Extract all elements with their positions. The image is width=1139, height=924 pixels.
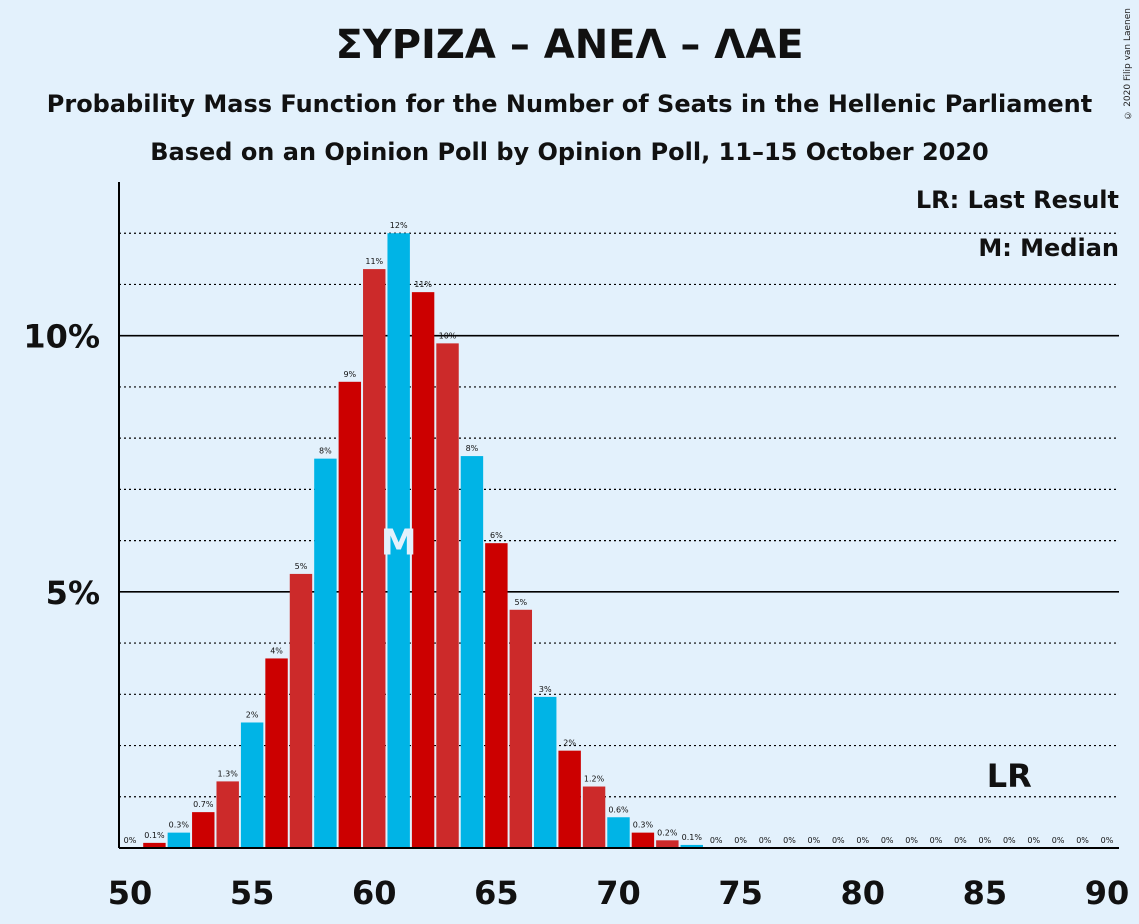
bar-label-64: 8% <box>466 444 479 453</box>
bar-label-58: 8% <box>319 447 332 456</box>
bar-65 <box>485 543 508 848</box>
bar-label-53: 0.7% <box>193 800 214 809</box>
bar-68 <box>558 750 581 848</box>
bar-label-66: 5% <box>514 598 527 607</box>
bar-label-55: 2% <box>246 710 259 719</box>
x-tick-label: 80 <box>840 874 885 912</box>
bar-label-56: 4% <box>270 646 283 655</box>
bar-59 <box>338 381 362 848</box>
median-marker: M <box>381 523 417 564</box>
bar-66 <box>509 609 533 848</box>
bar-72 <box>656 840 679 848</box>
y-tick-label: 10% <box>23 318 100 356</box>
bar-56 <box>265 658 288 848</box>
bar-55 <box>240 722 264 848</box>
bar-label-74: 0% <box>710 836 723 845</box>
bar-label-80: 0% <box>856 836 869 845</box>
bar-67 <box>534 696 557 848</box>
legend-median: M: Median <box>978 234 1119 262</box>
bar-label-82: 0% <box>905 836 918 845</box>
bar-label-65: 6% <box>490 531 503 540</box>
x-tick-label: 85 <box>963 874 1008 912</box>
chart-title: ΣΥΡΙΖΑ – ΑΝΕΛ – ΛΑΕ <box>335 22 804 68</box>
bar-70 <box>607 817 630 848</box>
legend-last-result: LR: Last Result <box>915 186 1119 214</box>
bar-label-87: 0% <box>1027 836 1040 845</box>
bar-label-86: 0% <box>1003 836 1016 845</box>
bar-label-78: 0% <box>808 836 821 845</box>
last-result-marker: LR <box>987 757 1032 795</box>
bar-label-89: 0% <box>1076 836 1089 845</box>
bar-61 <box>387 233 410 848</box>
bar-label-77: 0% <box>783 836 796 845</box>
bar-label-52: 0.3% <box>169 821 190 830</box>
y-tick-label: 5% <box>46 574 100 612</box>
bar-label-72: 0.2% <box>657 828 678 837</box>
bar-54 <box>216 781 239 848</box>
x-tick-label: 50 <box>108 874 153 912</box>
bar-73 <box>680 844 703 848</box>
bar-label-90: 0% <box>1101 836 1114 845</box>
bar-label-51: 0.1% <box>144 831 165 840</box>
bar-label-81: 0% <box>881 836 894 845</box>
bar-label-61: 12% <box>390 221 408 230</box>
bar-53 <box>192 812 215 848</box>
bar-label-60: 11% <box>365 257 383 266</box>
bar-57 <box>289 573 313 848</box>
bar-69 <box>582 786 606 848</box>
bar-label-68: 2% <box>563 739 576 748</box>
bar-label-75: 0% <box>734 836 747 845</box>
bar-63 <box>436 343 459 848</box>
x-tick-label: 70 <box>596 874 641 912</box>
chart-subtitle: Probability Mass Function for the Number… <box>46 90 1093 118</box>
bar-label-85: 0% <box>979 836 992 845</box>
x-tick-label: 55 <box>230 874 275 912</box>
bar-label-84: 0% <box>954 836 967 845</box>
bar-label-59: 9% <box>343 370 356 379</box>
bar-label-67: 3% <box>539 685 552 694</box>
bar-label-62: 11% <box>414 280 432 289</box>
bar-label-70: 0.6% <box>608 805 629 814</box>
x-tick-label: 60 <box>352 874 397 912</box>
bar-label-50: 0% <box>124 836 137 845</box>
bar-71 <box>631 832 655 848</box>
x-tick-label: 65 <box>474 874 519 912</box>
bar-label-69: 1.2% <box>584 775 605 784</box>
bar-64 <box>460 456 484 848</box>
bar-58 <box>314 458 337 848</box>
x-tick-label: 90 <box>1085 874 1130 912</box>
x-tick-label: 75 <box>718 874 763 912</box>
bar-label-73: 0.1% <box>682 833 703 842</box>
bar-label-54: 1.3% <box>218 769 239 778</box>
bar-label-71: 0.3% <box>633 821 654 830</box>
bar-label-57: 5% <box>295 562 308 571</box>
bar-label-83: 0% <box>930 836 943 845</box>
bar-60 <box>363 269 386 849</box>
bar-label-79: 0% <box>832 836 845 845</box>
bar-52 <box>167 832 191 848</box>
bar-label-76: 0% <box>759 836 772 845</box>
bar-label-63: 10% <box>439 331 457 340</box>
bar-51 <box>143 842 166 848</box>
chart-source-subtitle: Based on an Opinion Poll by Opinion Poll… <box>150 138 989 166</box>
bar-62 <box>411 292 435 849</box>
bar-label-88: 0% <box>1052 836 1065 845</box>
